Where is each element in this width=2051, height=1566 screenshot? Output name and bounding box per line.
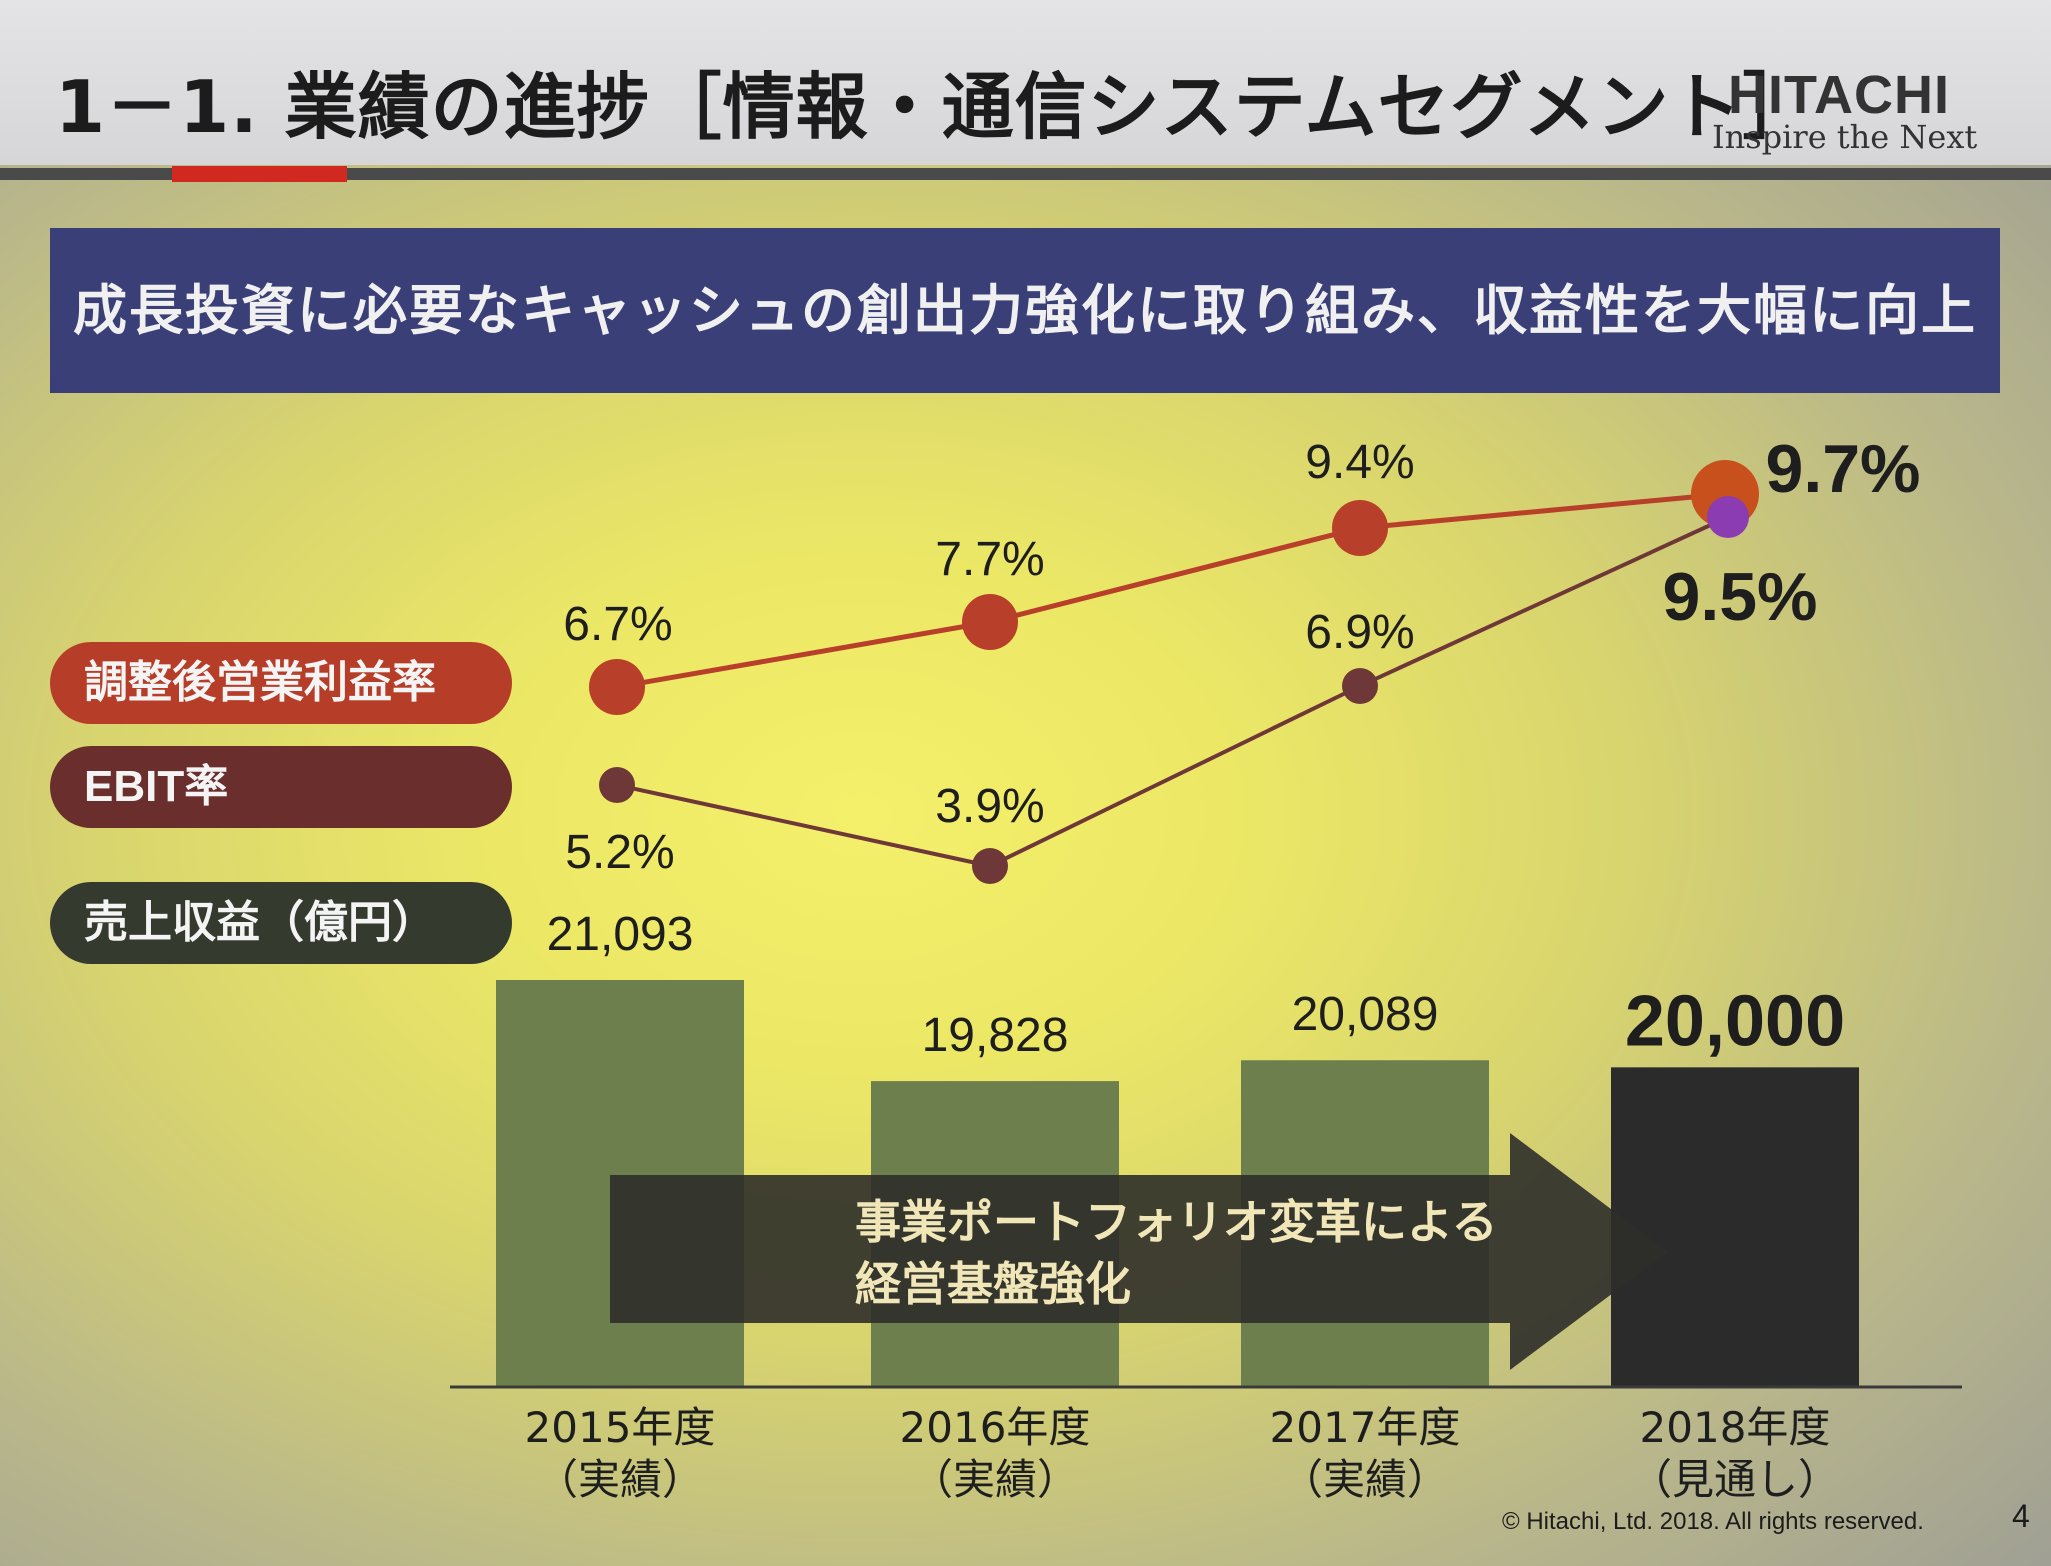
copyright: © Hitachi, Ltd. 2018. All rights reserve… [1502, 1508, 1924, 1535]
data-label-ebit-margin: 5.2% [565, 826, 674, 879]
bar-revenue [1611, 1067, 1859, 1387]
point-ebit-margin [1707, 496, 1749, 538]
x-tick-label: 2018年度 [1640, 1403, 1831, 1452]
legend-adjusted-margin: 調整後営業利益率 [50, 642, 512, 724]
page-title: 1－1. 業績の進捗［情報・通信システムセグメント］ [55, 65, 1816, 149]
point-adjusted-margin [589, 659, 645, 715]
x-tick-sublabel: （見通し） [1630, 1455, 1840, 1504]
data-label-ebit-margin: 9.5% [1663, 559, 1818, 635]
hitachi-logo: HITACHI [1728, 65, 1950, 125]
series-adjusted-margin-line [616, 491, 1726, 690]
x-tick-label: 2016年度 [900, 1403, 1091, 1452]
data-label-ebit-margin: 6.9% [1305, 606, 1414, 659]
x-tick-sublabel: （実績） [1281, 1455, 1449, 1504]
arrow-annotation-text: 経営基盤強化 [855, 1257, 1131, 1311]
data-label-adjusted-margin: 9.4% [1305, 436, 1414, 489]
x-tick-label: 2015年度 [525, 1403, 716, 1452]
data-label-adjusted-margin: 6.7% [563, 598, 672, 651]
header-bar [0, 0, 2051, 165]
series-ebit-margin-line [616, 515, 1729, 869]
legend-ebit-margin: EBIT率 [50, 746, 512, 828]
point-ebit-margin [599, 767, 635, 803]
arrow-annotation-text: 事業ポートフォリオ変革による [855, 1195, 1498, 1249]
transformation-arrow [610, 1133, 1668, 1370]
x-tick-label: 2017年度 [1270, 1403, 1461, 1452]
data-label-adjusted-margin: 7.7% [935, 533, 1044, 586]
point-adjusted-margin [962, 594, 1018, 650]
bar-value-label: 20,000 [1625, 981, 1845, 1061]
page-number: 4 [2012, 1498, 2030, 1534]
point-ebit-margin [1342, 668, 1378, 704]
point-adjusted-margin [1332, 500, 1388, 556]
data-label-adjusted-margin: 9.7% [1766, 431, 1921, 507]
header-divider [0, 168, 2051, 180]
data-label-ebit-margin: 3.9% [935, 780, 1044, 833]
x-tick-sublabel: （実績） [536, 1455, 704, 1504]
legend-revenue: 売上収益（億円） [50, 882, 512, 964]
header-accent-bar [172, 166, 347, 182]
headline-banner: 成長投資に必要なキャッシュの創出力強化に取り組み、収益性を大幅に向上 [50, 228, 2000, 393]
point-ebit-margin [972, 848, 1008, 884]
logo-tagline: Inspire the Next [1712, 118, 1978, 156]
bar-value-label: 20,089 [1292, 988, 1439, 1041]
bar-value-label: 21,093 [547, 908, 694, 961]
bar-value-label: 19,828 [922, 1009, 1069, 1062]
x-tick-sublabel: （実績） [911, 1455, 1079, 1504]
